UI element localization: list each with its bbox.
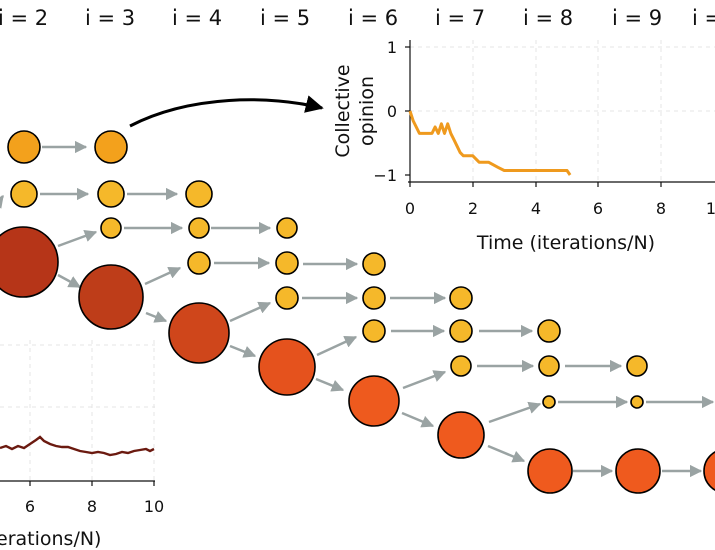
arrow [229,344,257,358]
arrow [57,273,82,289]
node-small [185,180,213,208]
arrow [488,401,542,424]
node-small [449,319,473,343]
top-inset-grid [410,40,715,180]
node-small [276,217,298,239]
top-inset-x-ticks: 0 2 4 6 8 1 [405,182,715,218]
node-small [362,252,386,276]
top-inset-ylabel-line2: opinion [356,76,378,146]
link-arrow [129,95,324,128]
node-small [187,251,211,275]
arrow [487,444,526,463]
ytick-neg1: −1 [373,166,397,185]
bottom-inset-plot: 6 8 10 erations/N) [0,340,164,550]
header-i6: i = 6 [348,6,398,30]
top-inset-plot: 1 0 −1 0 2 4 6 8 1 Collective opinion Ti… [332,38,715,254]
header-i8: i = 8 [523,6,573,30]
node-small [362,286,386,310]
node-large [703,451,715,491]
node-small [10,180,38,208]
node-tiny [542,395,556,409]
top-inset-xlabel: Time (iterations/N) [476,232,655,254]
header-i9: i = 9 [612,6,662,30]
node-mid [7,130,41,164]
top-inset-y-ticks: 1 0 −1 [373,38,410,185]
arrow [315,377,345,392]
header-i5: i = 5 [260,6,310,30]
ytick-1: 1 [387,38,397,57]
node-small [275,286,299,310]
node-large [615,448,661,494]
header-i3: i = 3 [85,6,135,30]
nodes [0,130,715,494]
arrow [229,301,272,323]
node-tiny [630,395,644,409]
xtick-8: 8 [656,199,666,218]
node-large [348,375,400,427]
node-small [537,319,561,343]
header-i4: i = 4 [172,6,222,30]
xtick-6: 6 [593,199,603,218]
bottom-xtick-10: 10 [144,497,164,516]
node-large [527,448,573,494]
node-small [450,355,472,377]
arrow [401,411,435,428]
node-small [275,251,299,275]
header-i10: i = [692,6,715,30]
node-large [0,226,59,298]
bottom-inset-grid [0,340,155,480]
node-small [626,355,648,377]
bottom-inset-series [0,435,155,457]
collective-opinion-series-0 [408,110,572,176]
node-small [97,180,125,208]
header-i7: i = 7 [435,6,485,30]
arrow [0,195,4,209]
node-mid [94,130,128,164]
top-inset-ylabel-line1: Collective [332,64,354,157]
node-large [437,411,485,459]
header-i2: i = 2 [0,6,48,30]
bottom-xtick-8: 8 [87,497,97,516]
bottom-inset-xlabel: erations/N) [0,528,101,550]
node-small [449,286,473,310]
bottom-xtick-6: 6 [25,497,35,516]
arrow [402,370,447,390]
node-large [258,338,316,396]
flow-arrows [0,140,715,478]
arrow [145,311,168,323]
top-inset-series [408,110,572,176]
node-small [100,217,122,239]
arrow [144,266,182,286]
iteration-headers: i = 2 i = 3 i = 4 i = 5 i = 6 i = 7 i = … [0,6,715,30]
node-small [362,319,386,343]
node-small [188,217,210,239]
ytick-0: 0 [387,102,397,121]
node-small [538,355,560,377]
xtick-2: 2 [468,199,478,218]
xtick-0: 0 [405,199,415,218]
xtick-4: 4 [531,199,541,218]
arrow [57,230,98,248]
xtick-10: 1 [706,199,715,218]
node-large [78,264,144,330]
node-large [168,302,230,364]
arrow [316,335,358,357]
